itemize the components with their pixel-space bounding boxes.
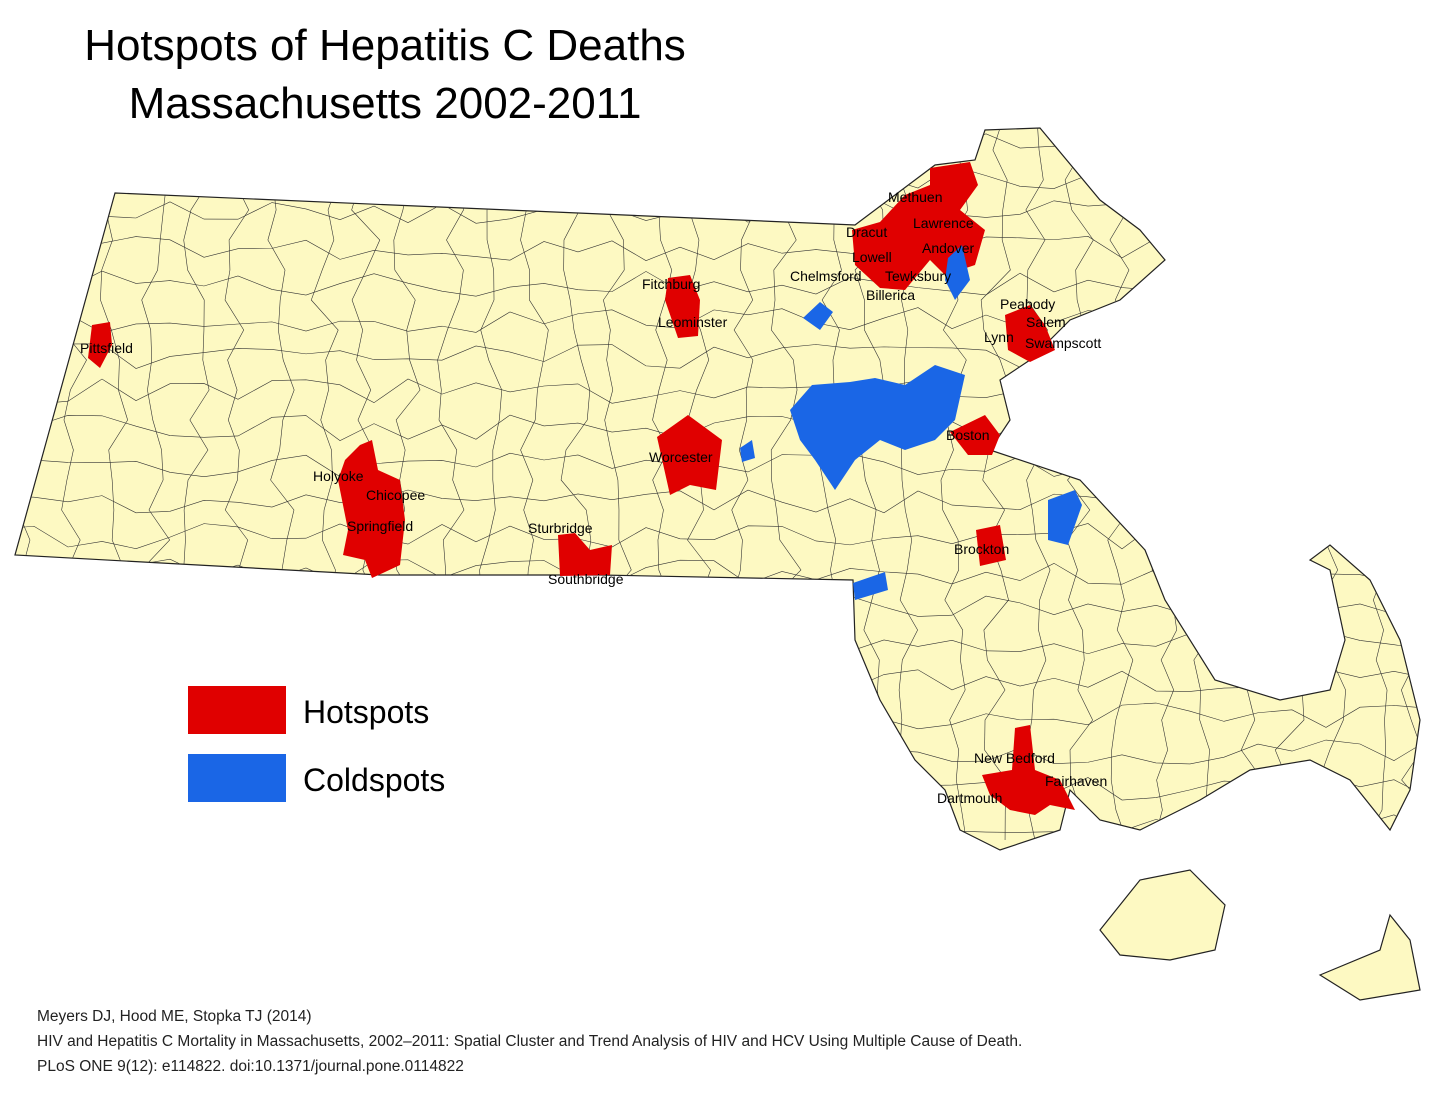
town-border bbox=[15, 811, 1420, 837]
map: Pittsfield Holyoke Chicopee Springfield … bbox=[14, 127, 1421, 1001]
town-label: Holyoke bbox=[313, 468, 364, 484]
title-line: Hotspots of Hepatitis C Deaths bbox=[84, 21, 686, 70]
town-label: Lawrence bbox=[913, 215, 974, 231]
spots bbox=[88, 162, 1082, 815]
hotspot bbox=[558, 533, 612, 576]
legend-label: Hotspots bbox=[303, 694, 429, 730]
town-label: Worcester bbox=[649, 449, 713, 465]
hotspot bbox=[657, 415, 722, 495]
town-label: Lowell bbox=[852, 249, 892, 265]
town-label: Chelmsford bbox=[790, 268, 862, 284]
coldspot bbox=[1048, 490, 1082, 545]
legend-swatch bbox=[188, 686, 286, 734]
island bbox=[1318, 913, 1421, 1001]
town-label: Swampscott bbox=[1025, 335, 1101, 351]
town-border bbox=[15, 594, 1420, 621]
town-label: Billerica bbox=[866, 287, 915, 303]
citation: Meyers DJ, Hood ME, Stopka TJ (2014) bbox=[37, 1008, 312, 1025]
hotspot bbox=[338, 440, 405, 578]
hotspot bbox=[982, 725, 1075, 815]
town-label: Sturbridge bbox=[528, 520, 593, 536]
town-label: Pittsfield bbox=[80, 340, 133, 356]
town-label: Methuen bbox=[888, 189, 942, 205]
town-label: New Bedford bbox=[974, 750, 1055, 766]
hotspot bbox=[950, 415, 1000, 455]
coldspot bbox=[853, 572, 888, 600]
town-border bbox=[15, 162, 1420, 189]
town-label: Boston bbox=[946, 427, 990, 443]
legend: Hotspots Coldspots bbox=[188, 686, 445, 802]
town-label: Andover bbox=[922, 240, 974, 256]
town-label: Tewksbury bbox=[885, 268, 951, 284]
town-border bbox=[15, 846, 1420, 850]
legend-swatch bbox=[188, 754, 286, 802]
hotspot bbox=[665, 275, 700, 338]
town-border bbox=[1400, 128, 1420, 841]
town-label: Salem bbox=[1026, 314, 1066, 330]
hotspot bbox=[1005, 305, 1055, 362]
coldspot bbox=[803, 302, 833, 330]
town-label: Lynn bbox=[984, 329, 1014, 345]
island bbox=[1099, 869, 1226, 961]
town-label: Chicopee bbox=[366, 487, 425, 503]
town-label: Peabody bbox=[1000, 296, 1055, 312]
town-label: Fitchburg bbox=[642, 276, 700, 292]
town-label: Fairhaven bbox=[1045, 773, 1107, 789]
town-border bbox=[1022, 128, 1051, 841]
coldspot bbox=[790, 365, 965, 490]
title-line: Massachusetts 2002-2011 bbox=[129, 79, 642, 128]
legend-label: Coldspots bbox=[303, 762, 445, 798]
town-label: Brockton bbox=[954, 541, 1009, 557]
town-border bbox=[15, 631, 1420, 656]
town-border bbox=[15, 128, 1420, 154]
town-label: Dracut bbox=[846, 224, 887, 240]
citation: PLoS ONE 9(12): e114822. doi:10.1371/jou… bbox=[37, 1058, 464, 1075]
coldspot bbox=[740, 440, 755, 462]
town-label: Springfield bbox=[347, 518, 413, 534]
citation: HIV and Hepatitis C Mortality in Massach… bbox=[37, 1033, 1022, 1050]
hotspot bbox=[976, 525, 1006, 566]
town-border bbox=[980, 128, 1011, 841]
coldspot bbox=[945, 245, 970, 300]
state-outline bbox=[14, 127, 1421, 851]
town-label: Leominster bbox=[658, 314, 728, 330]
town-label: Southbridge bbox=[548, 571, 624, 587]
town-label: Dartmouth bbox=[937, 790, 1002, 806]
hotspot bbox=[88, 322, 112, 368]
town-labels: Pittsfield Holyoke Chicopee Springfield … bbox=[80, 189, 1107, 806]
